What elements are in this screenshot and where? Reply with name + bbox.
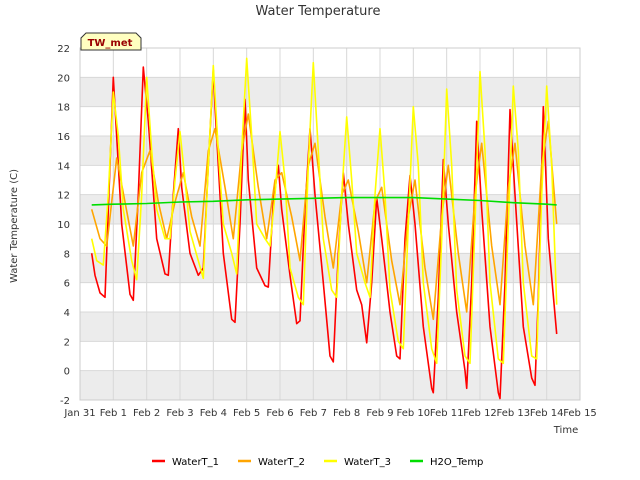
- x-tick-label: Feb 13: [497, 408, 531, 419]
- x-tick-label: Feb 10: [397, 408, 431, 419]
- legend-item: WaterT_3: [324, 457, 391, 468]
- y-tick-label: 22: [57, 44, 70, 55]
- y-tick-label: 18: [57, 103, 70, 114]
- x-tick-label: Feb 15: [563, 408, 597, 419]
- x-tick-label: Feb 1: [100, 408, 127, 419]
- y-axis-label: Water Temperature (C): [9, 169, 20, 283]
- x-tick-label: Feb 9: [366, 408, 393, 419]
- y-tick-label: 14: [57, 161, 70, 172]
- y-tick-label: -2: [60, 396, 70, 407]
- legend-item: WaterT_1: [152, 457, 219, 468]
- legend: WaterT_1 WaterT_2 WaterT_3 H2O_Temp: [152, 457, 483, 468]
- y-tick-labels: -2 0 2 4 6 8 10 12 14 16 18 20 22: [57, 44, 70, 407]
- y-tick-label: 12: [57, 191, 70, 202]
- series-line-watert-2: [90, 113, 558, 321]
- x-tick-label: Feb 2: [133, 408, 160, 419]
- site-label-box: TW_met: [80, 32, 142, 51]
- y-tick-label: 16: [57, 132, 70, 143]
- x-tick-label: Feb 8: [333, 408, 360, 419]
- y-tick-label: 6: [64, 279, 70, 290]
- y-tick-label: 0: [64, 367, 70, 378]
- chart-title: Water Temperature: [256, 4, 381, 19]
- legend-label: WaterT_2: [258, 457, 305, 468]
- x-tick-labels: Jan 31 Feb 1 Feb 2 Feb 3 Feb 4 Feb 5 Feb 6 Feb …: [63, 408, 596, 419]
- legend-label: WaterT_1: [172, 457, 219, 468]
- x-tick-label: Feb 4: [200, 408, 227, 419]
- band-stripe: [80, 136, 580, 166]
- series-line-h2o-temp: [91, 196, 557, 206]
- legend-label: H2O_Temp: [430, 457, 483, 468]
- y-tick-label: 2: [64, 337, 70, 348]
- band-stripe: [80, 194, 580, 224]
- series-line-watert-1: [90, 66, 558, 400]
- series-layer: [90, 57, 558, 400]
- band-stripe: [80, 312, 580, 342]
- y-tick-label: 10: [57, 220, 70, 231]
- x-tick-label: Feb 7: [300, 408, 327, 419]
- x-tick-label: Jan 31: [63, 408, 95, 419]
- legend-item: H2O_Temp: [410, 457, 483, 468]
- series-line-watert-3: [90, 57, 558, 365]
- y-tick-label: 8: [64, 249, 70, 260]
- legend-label: WaterT_3: [344, 457, 391, 468]
- legend-item: WaterT_2: [238, 457, 305, 468]
- site-label: TW_met: [88, 38, 133, 49]
- x-tick-label: Feb 6: [266, 408, 293, 419]
- x-tick-label: Feb 3: [166, 408, 193, 419]
- x-axis-label: Time: [553, 425, 578, 436]
- band-stripe: [80, 77, 580, 107]
- y-tick-label: 20: [57, 73, 70, 84]
- y-tick-label: 4: [64, 308, 70, 319]
- x-tick-label: Feb 11: [430, 408, 464, 419]
- band-stripe: [80, 370, 580, 400]
- x-tick-label: Feb 14: [530, 408, 564, 419]
- x-tick-label: Feb 5: [233, 408, 260, 419]
- x-tick-label: Feb 12: [463, 408, 497, 419]
- site-label-background: [80, 32, 142, 51]
- plot-frame: [79, 47, 581, 401]
